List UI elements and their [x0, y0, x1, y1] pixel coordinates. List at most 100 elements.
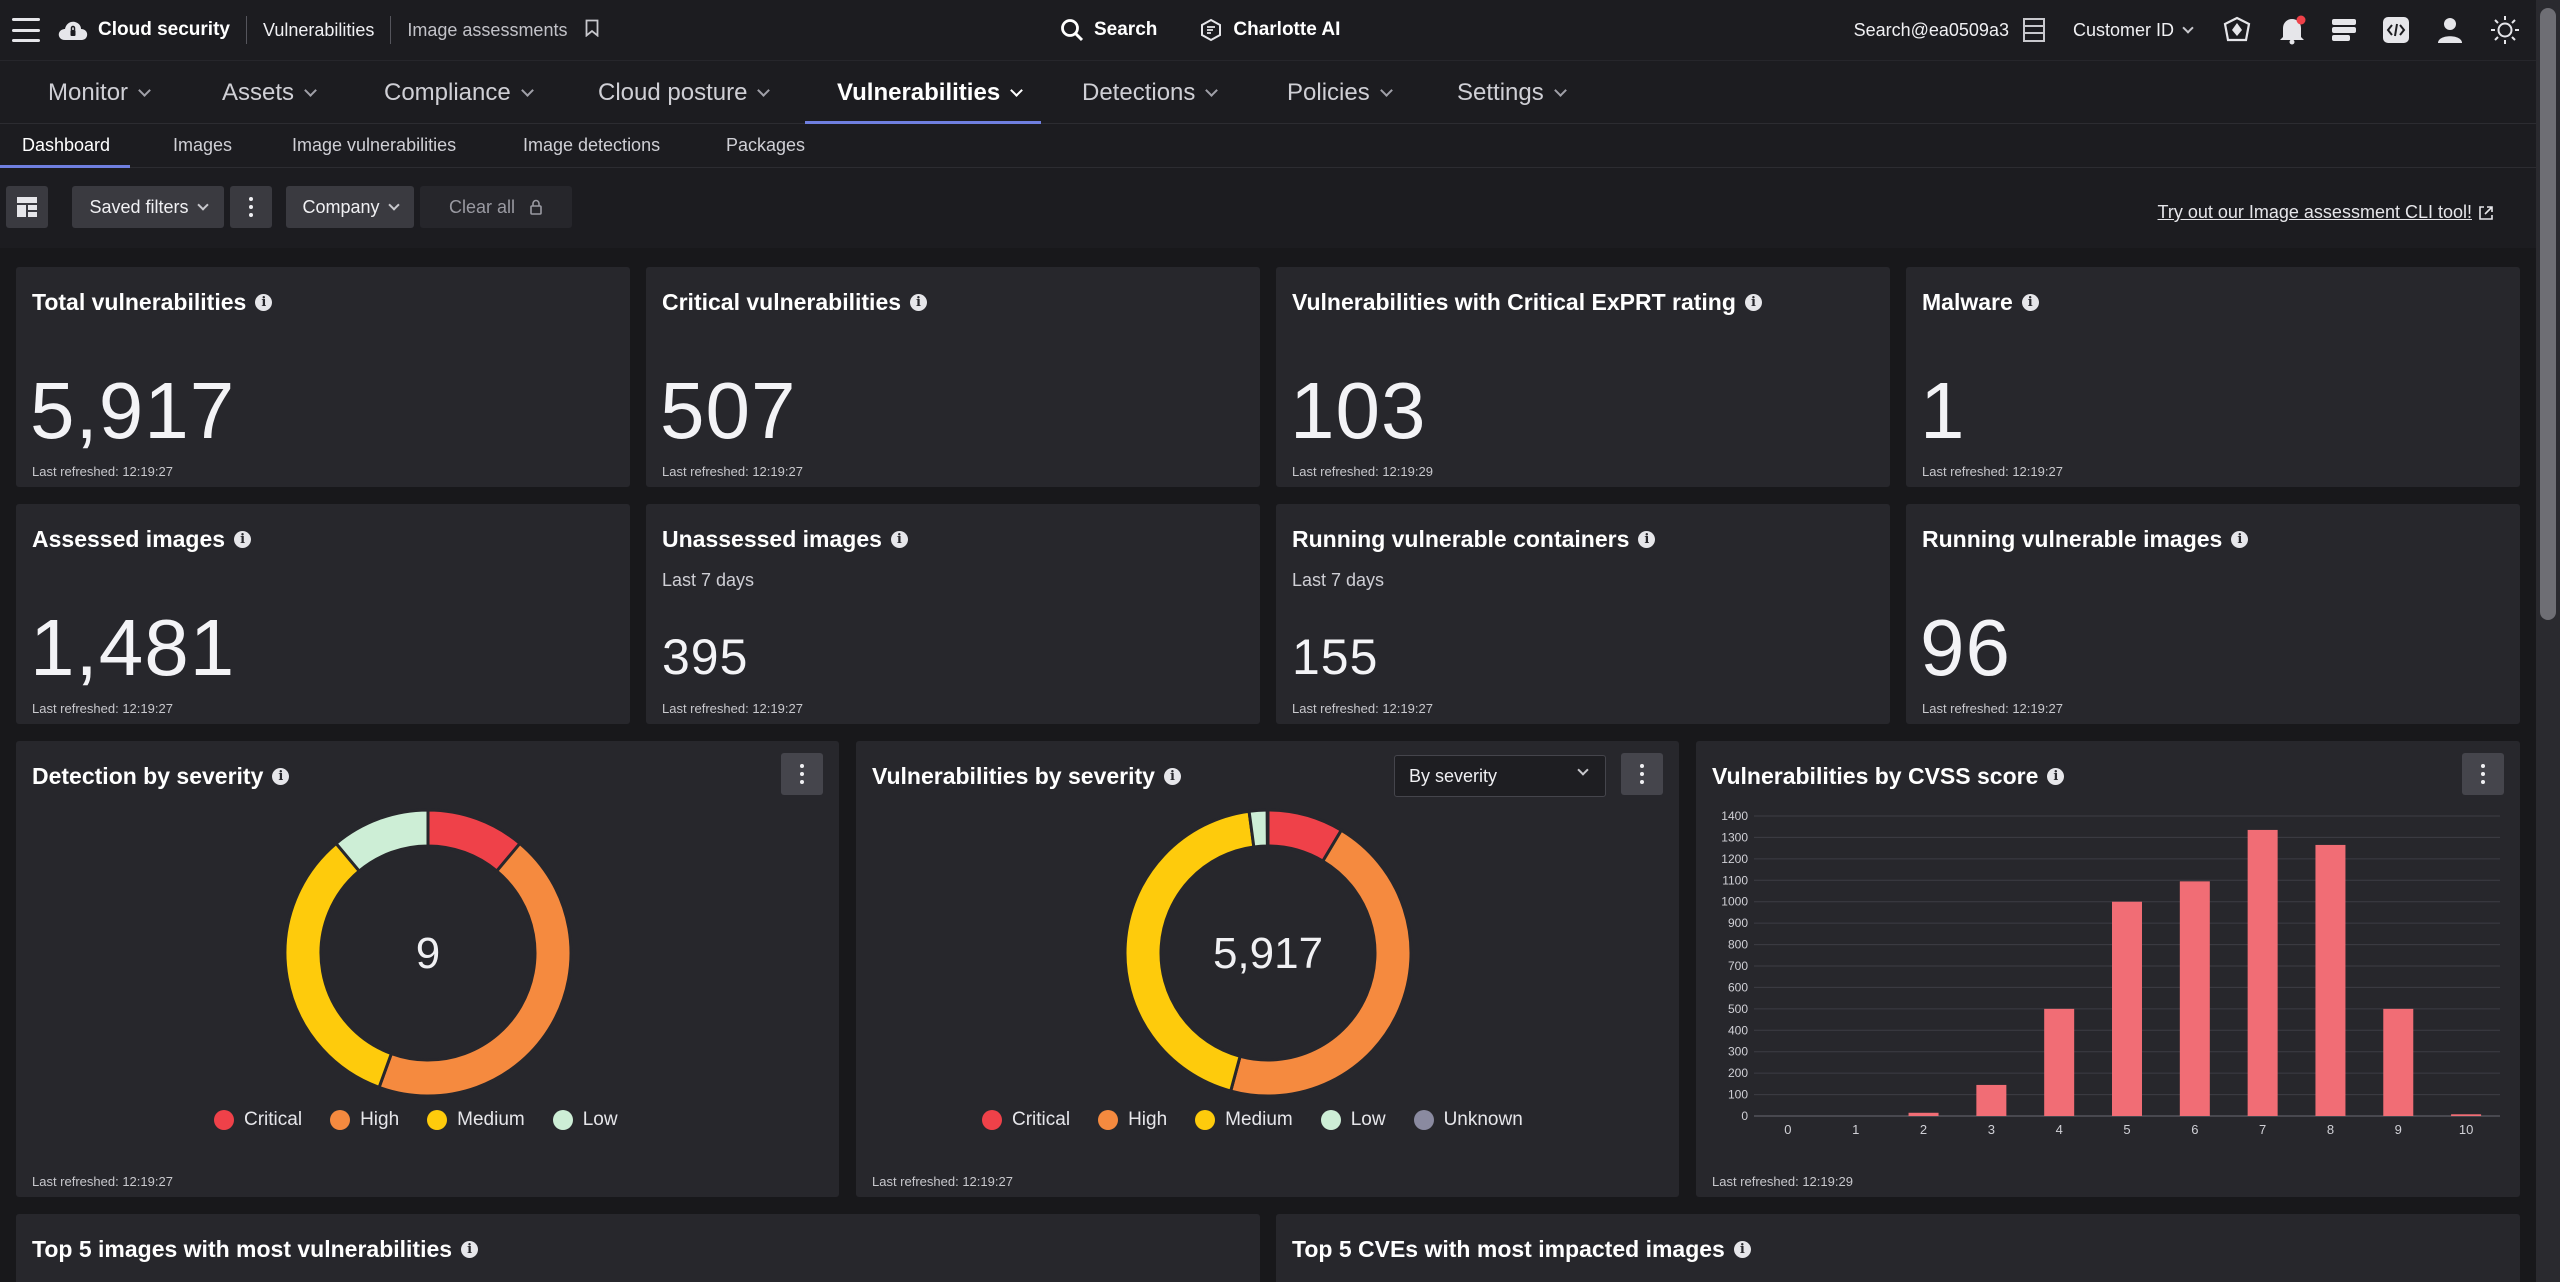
nav-vulnerabilities[interactable]: Vulnerabilities [804, 61, 1042, 124]
card-total-vulnerabilities[interactable]: Total vulnerabilities i 5,917 Last refres… [16, 267, 630, 487]
legend-item-low[interactable]: Low [552, 1109, 618, 1131]
donut-slice-medium[interactable] [1123, 809, 1256, 1093]
nav-monitor[interactable]: Monitor [48, 61, 151, 124]
donut-slice-high[interactable] [1228, 828, 1413, 1098]
legend-item-low[interactable]: Low [1320, 1109, 1386, 1131]
info-icon[interactable]: i [2021, 294, 2039, 311]
legend-item-critical[interactable]: Critical [214, 1109, 302, 1131]
filters-more-button[interactable] [230, 186, 272, 228]
company-filter-dropdown[interactable]: Company [286, 186, 414, 228]
nav-cloud-posture[interactable]: Cloud posture [598, 61, 771, 124]
cvss-bar-4[interactable] [2044, 1008, 2075, 1116]
donut-slice-low[interactable] [1247, 808, 1269, 849]
page-scrollbar[interactable] [2536, 0, 2560, 1282]
metric-value[interactable]: 5,917 [30, 366, 236, 455]
user-account[interactable]: Search@ea0509a3 [1853, 19, 2009, 40]
metric-value[interactable]: 1 [1920, 366, 1966, 455]
donut-slice-unknown[interactable] [1265, 808, 1270, 848]
developer-code-icon[interactable] [2382, 16, 2410, 44]
info-icon[interactable]: i [910, 294, 928, 311]
legend-item-unknown[interactable]: Unknown [1413, 1109, 1523, 1131]
tab-image-vulnerabilities[interactable]: Image vulnerabilities [292, 135, 457, 155]
donut-slice-high[interactable] [377, 841, 573, 1098]
card-running-vulnerable-containers[interactable]: Running vulnerable containers i Last 7 da… [1276, 504, 1890, 724]
nav-detections[interactable]: Detections [1082, 61, 1219, 124]
scrollbar-thumb[interactable] [2540, 8, 2556, 620]
info-icon[interactable]: i [272, 768, 290, 785]
tab-images[interactable]: Images [173, 135, 233, 155]
card-unassessed-images[interactable]: Unassessed images i Last 7 days 395 Last … [646, 504, 1260, 724]
brand[interactable]: Cloud security [58, 19, 230, 41]
theme-toggle-sun-icon[interactable] [2490, 15, 2520, 45]
info-icon[interactable]: i [1163, 768, 1181, 785]
nav-compliance[interactable]: Compliance [384, 61, 534, 124]
legend-item-high[interactable]: High [1098, 1109, 1167, 1131]
cli-tool-link[interactable]: Try out our Image assessment CLI tool! [2158, 202, 2494, 223]
tenant-grid-icon[interactable] [2022, 18, 2045, 42]
panel-menu-button[interactable] [2462, 753, 2504, 795]
charlotte-ai-button[interactable]: Charlotte AI [1199, 18, 1340, 42]
divider [245, 16, 247, 44]
metric-value[interactable]: 103 [1290, 366, 1427, 455]
cvss-bar-2[interactable] [1908, 1112, 1939, 1116]
metric-value[interactable]: 507 [660, 366, 797, 455]
metric-value[interactable]: 1,481 [30, 603, 236, 692]
legend-label: Low [582, 1109, 618, 1130]
metric-value[interactable]: 96 [1920, 603, 2011, 692]
severity-grouping-select[interactable]: By severity [1394, 755, 1606, 797]
tab-dashboard[interactable]: Dashboard [0, 124, 131, 168]
info-icon[interactable]: i [890, 531, 908, 548]
cvss-bar-3[interactable] [1976, 1084, 2007, 1116]
legend-item-critical[interactable]: Critical [982, 1109, 1070, 1131]
cvss-bar-10[interactable] [2451, 1114, 2482, 1116]
legend-item-high[interactable]: High [330, 1109, 399, 1131]
info-icon[interactable]: i [2047, 768, 2065, 785]
message-center-icon[interactable] [2330, 17, 2358, 43]
legend-item-medium[interactable]: Medium [427, 1109, 525, 1131]
nav-policies[interactable]: Policies [1287, 61, 1393, 124]
tab-packages[interactable]: Packages [726, 135, 806, 155]
notifications-bell-icon[interactable] [2278, 15, 2306, 45]
info-icon[interactable]: i [461, 1241, 479, 1258]
menu-icon[interactable] [12, 18, 40, 42]
donut-slice-low[interactable] [333, 808, 430, 874]
tab-image-detections[interactable]: Image detections [523, 135, 661, 155]
card-running-vulnerable-images[interactable]: Running vulnerable images i 96 Last refre… [1906, 504, 2520, 724]
nav-assets[interactable]: Assets [222, 61, 317, 124]
panel-menu-button[interactable] [781, 753, 823, 795]
breadcrumb-vulnerabilities[interactable]: Vulnerabilities [262, 19, 375, 40]
info-icon[interactable]: i [2231, 531, 2249, 548]
user-profile-icon[interactable] [2436, 16, 2464, 44]
card-critical-vulnerabilities[interactable]: Critical vulnerabilities i 507 Last refre… [646, 267, 1260, 487]
info-icon[interactable]: i [1733, 1241, 1751, 1258]
cvss-bar-6[interactable] [2179, 881, 2210, 1116]
legend-item-medium[interactable]: Medium [1195, 1109, 1293, 1131]
search-button[interactable]: Search [1060, 18, 1157, 42]
customer-id-dropdown[interactable]: Customer ID [2072, 19, 2194, 41]
cvss-bar-8[interactable] [2315, 844, 2346, 1116]
vulnerability-severity-donut[interactable]: 5,917 [1123, 808, 1413, 1098]
customer-id-label: Customer ID [2072, 19, 2174, 40]
panel-menu-button[interactable] [1621, 753, 1663, 795]
detection-severity-donut[interactable]: 9 [283, 808, 573, 1098]
info-icon[interactable]: i [1638, 531, 1656, 548]
card-critical-exprt[interactable]: Vulnerabilities with Critical ExPRT rati… [1276, 267, 1890, 487]
metric-value[interactable]: 395 [662, 629, 749, 685]
layout-toggle-button[interactable] [6, 186, 48, 228]
donut-slice-medium[interactable] [283, 841, 394, 1090]
sub-nav: Dashboard Images Image vulnerabilities I… [0, 124, 2536, 168]
cvss-bar-9[interactable] [2383, 1008, 2414, 1116]
metric-value[interactable]: 155 [1292, 629, 1379, 685]
info-icon[interactable]: i [1744, 294, 1762, 311]
shield-icon[interactable] [2222, 16, 2252, 44]
nav-settings[interactable]: Settings [1457, 61, 1567, 124]
card-assessed-images[interactable]: Assessed images i 1,481 Last refreshed: 1… [16, 504, 630, 724]
clear-all-button[interactable]: Clear all [420, 186, 572, 228]
info-icon[interactable]: i [255, 294, 273, 311]
info-icon[interactable]: i [234, 531, 252, 548]
bookmark-icon[interactable] [585, 19, 599, 42]
cvss-bar-5[interactable] [2112, 901, 2142, 1116]
saved-filters-dropdown[interactable]: Saved filters [72, 186, 224, 228]
card-malware[interactable]: Malware i 1 Last refreshed: 12:19:27 [1906, 267, 2520, 487]
cvss-bar-7[interactable] [2247, 829, 2278, 1116]
